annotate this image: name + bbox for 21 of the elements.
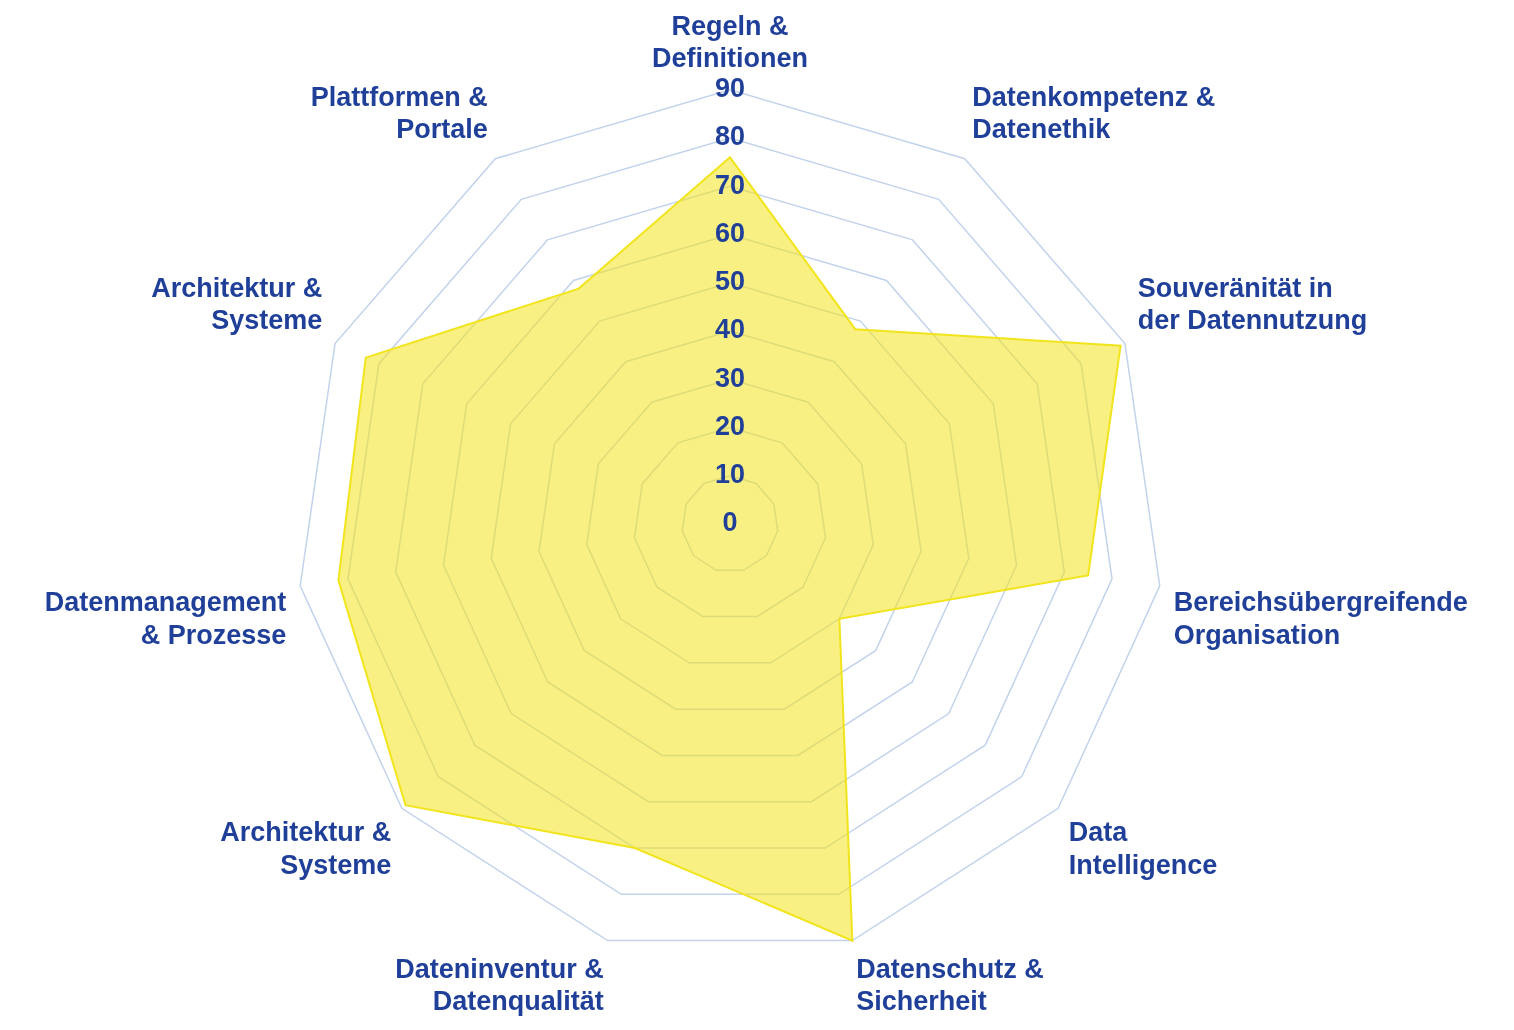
spoke-label: Architektur & Systeme bbox=[220, 817, 392, 880]
y-tick-label: 90 bbox=[714, 73, 746, 104]
y-tick-label: 50 bbox=[714, 266, 746, 297]
spoke-label: Dateninventur & Datenqualität bbox=[395, 953, 604, 1017]
spoke-label: Data Intelligence bbox=[1068, 817, 1218, 880]
spoke-label: Plattformen & Portale bbox=[310, 81, 488, 145]
y-tick-label: 20 bbox=[714, 410, 746, 441]
y-tick-label: 0 bbox=[722, 507, 738, 538]
spoke-label: Datenmanagement & Prozesse bbox=[44, 587, 287, 650]
y-tick-label: 80 bbox=[714, 121, 746, 152]
y-tick-label: 40 bbox=[714, 314, 746, 345]
spoke-label: Datenschutz & Sicherheit bbox=[856, 953, 1044, 1017]
y-tick-label: 10 bbox=[714, 459, 746, 490]
spoke-label: Bereichsübergreifende Organisation bbox=[1173, 587, 1468, 650]
spoke-label: Souveränität in der Datennutzung bbox=[1137, 272, 1368, 336]
y-tick-label: 30 bbox=[714, 362, 746, 393]
spoke-label: Datenkompetenz & Datenethik bbox=[972, 81, 1216, 145]
spoke-label: Architektur & Systeme bbox=[151, 272, 323, 336]
y-tick-label: 60 bbox=[714, 217, 746, 248]
spoke-label: Regeln & Definitionen bbox=[652, 10, 808, 74]
y-tick-label: 70 bbox=[714, 169, 746, 200]
